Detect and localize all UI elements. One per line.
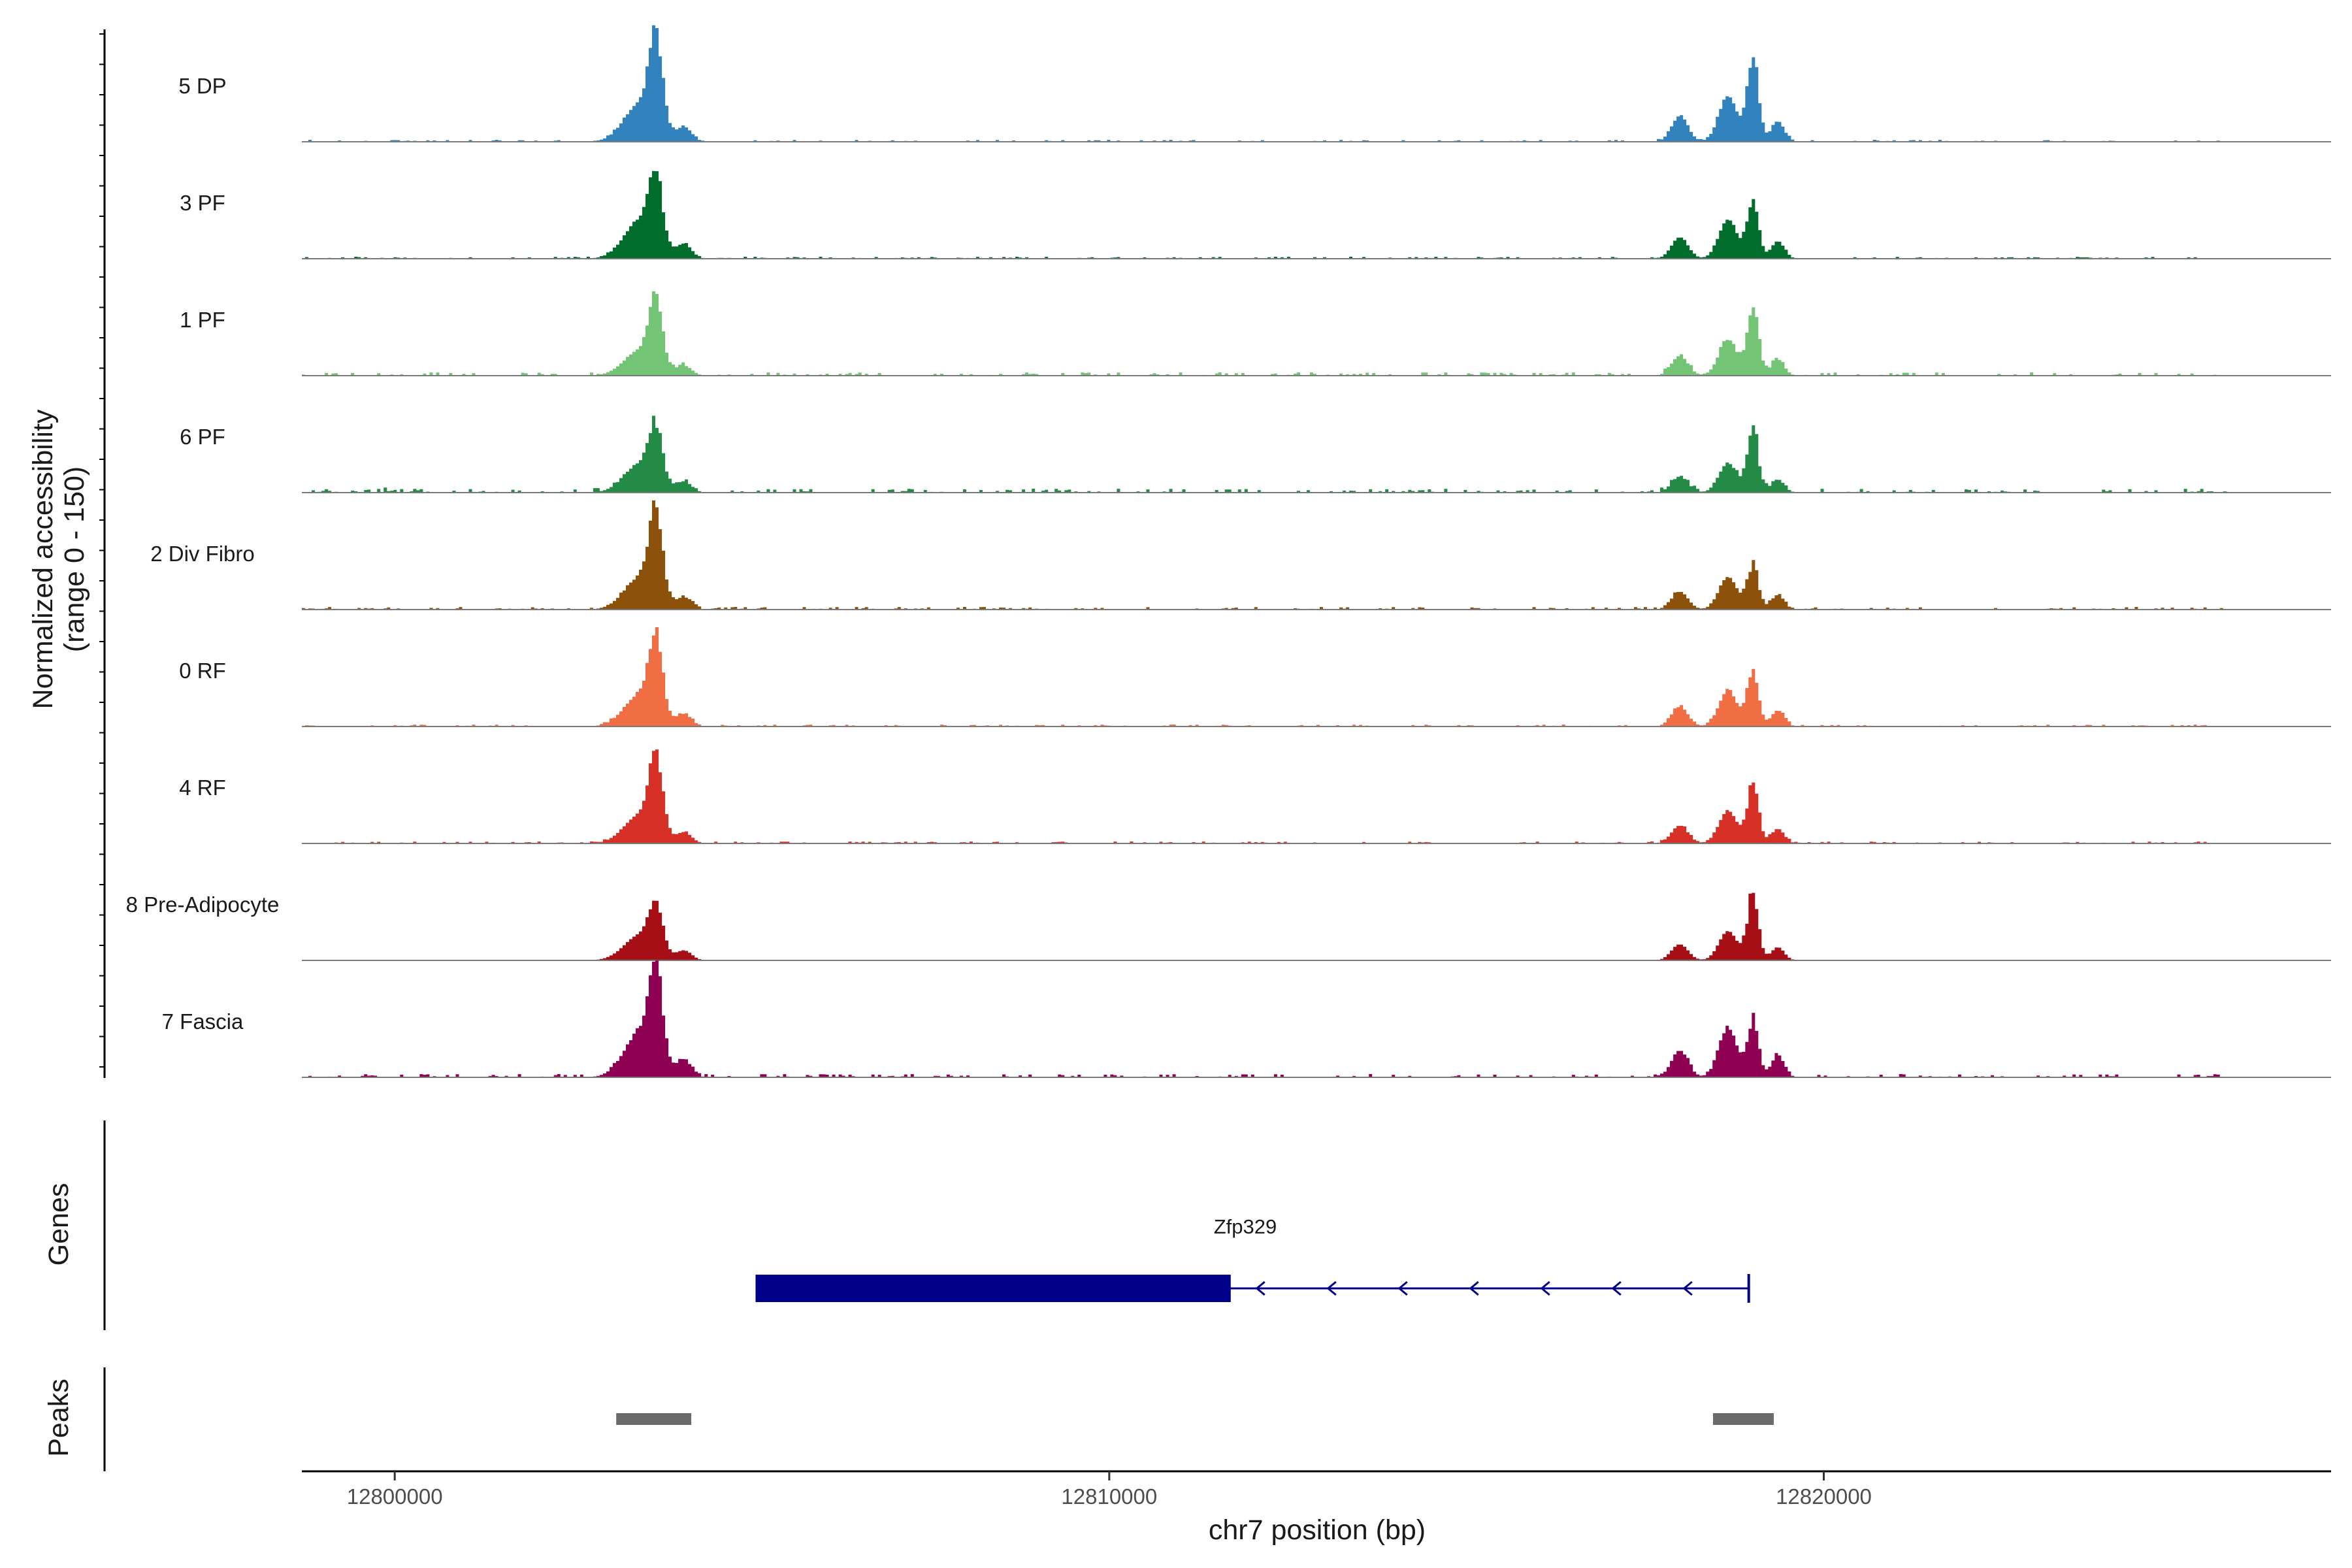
peaks-panel	[103, 1367, 1774, 1471]
track-label-6-pf: 6 PF	[180, 425, 225, 449]
genes-track-title: Genes	[43, 1183, 74, 1266]
track-label-4-rf: 4 RF	[179, 776, 226, 800]
gene-label: Zfp329	[1214, 1215, 1277, 1238]
strand-arrow	[1540, 1281, 1550, 1296]
strand-arrow	[1255, 1281, 1266, 1296]
strand-arrow	[1397, 1281, 1408, 1296]
x-tick-label: 12800000	[347, 1484, 443, 1509]
track-label-2-div-fibro: 2 Div Fibro	[150, 542, 255, 566]
y-axis-title-line1: Normalized accessibility	[27, 409, 59, 709]
peak-region	[1712, 1413, 1774, 1425]
coverage-area-3-pf	[302, 171, 2228, 259]
coverage-area-5-dp	[302, 25, 2228, 142]
x-tick-label: 12810000	[1061, 1484, 1157, 1509]
strand-arrow	[1469, 1281, 1479, 1296]
coverage-area-7-fascia	[302, 960, 2228, 1077]
coverage-area-6-pf	[302, 416, 2228, 493]
y-axis-title-line2: (range 0 - 150)	[59, 466, 90, 652]
coverage-area-1-pf	[302, 291, 2228, 376]
track-label-7-fascia: 7 Fascia	[162, 1009, 244, 1034]
peaks-track-title: Peaks	[43, 1379, 74, 1457]
strand-arrow	[1611, 1281, 1622, 1296]
coverage-area-4-rf	[302, 749, 2228, 843]
track-label-8-pre-adipocyte: 8 Pre-Adipocyte	[126, 892, 280, 917]
x-axis-title: chr7 position (bp)	[1209, 1514, 1426, 1546]
track-label-1-pf: 1 PF	[180, 308, 225, 332]
coverage-area-0-rf	[302, 627, 2228, 727]
coverage-area-8-pre-adipocyte	[302, 892, 2228, 960]
coverage-area-2-div-fibro	[302, 500, 2228, 610]
coverage-panel: 5 DP 3 PF 1 PF 6 PF 2 Div Fibro 0 RF 4 RF 8 Pre…	[99, 25, 2331, 1078]
track-label-0-rf: 0 RF	[179, 659, 226, 683]
x-axis: 12800000 12810000 12820000	[302, 1470, 2331, 1509]
strand-arrow	[1326, 1281, 1337, 1296]
track-label-5-dp: 5 DP	[178, 74, 226, 98]
track-label-3-pf: 3 PF	[180, 191, 225, 215]
genes-panel: Zfp329	[103, 1120, 1750, 1330]
strand-arrow	[1682, 1281, 1693, 1296]
peak-region	[616, 1413, 692, 1425]
x-tick-label: 12820000	[1776, 1484, 1872, 1509]
gene-exon	[755, 1275, 1231, 1302]
